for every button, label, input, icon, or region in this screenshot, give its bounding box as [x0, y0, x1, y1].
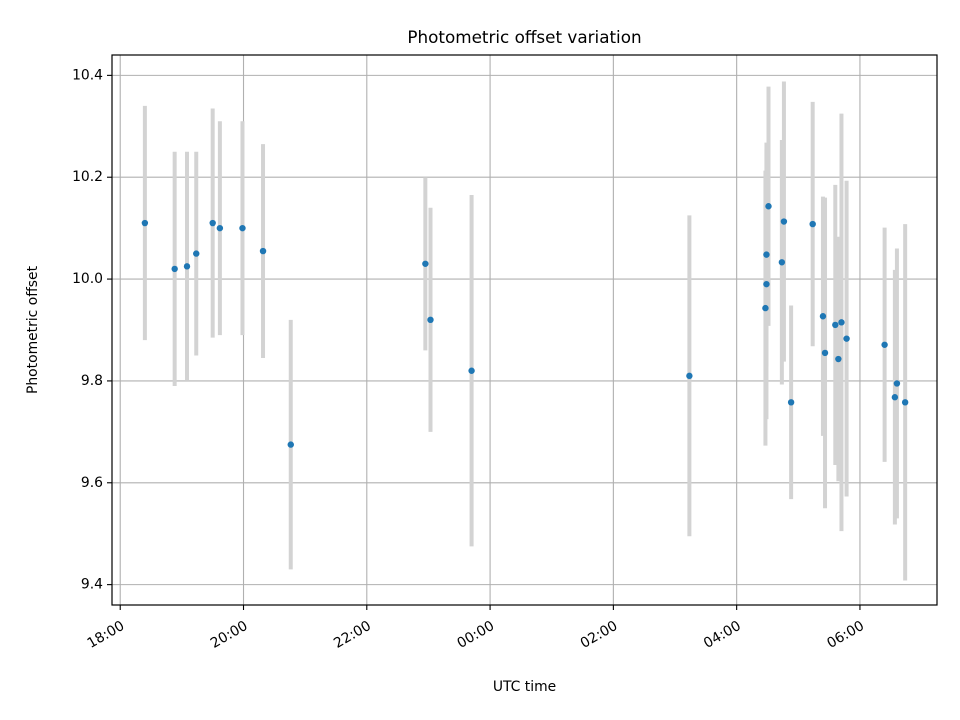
data-point [468, 367, 475, 374]
data-point [881, 341, 888, 348]
data-point [819, 313, 827, 320]
data-point [216, 224, 224, 232]
y-tick-label: 10.4 [72, 67, 103, 83]
grid [112, 55, 937, 605]
data-point [809, 220, 816, 228]
x-axis-label: UTC time [493, 679, 556, 695]
data-point [778, 259, 786, 266]
data-point [843, 335, 850, 342]
data-point [891, 394, 899, 401]
data-points [141, 203, 909, 448]
data-point [686, 372, 693, 380]
plot-area [112, 55, 937, 605]
data-point [832, 321, 839, 329]
chart-title: Photometric offset variation [407, 27, 641, 47]
data-point [763, 251, 770, 258]
data-point [427, 316, 434, 324]
data-point [838, 319, 845, 326]
data-point [259, 247, 267, 255]
data-point [787, 399, 795, 406]
y-axis-label: Photometric offset [25, 265, 41, 394]
data-point [901, 399, 909, 406]
data-point [183, 263, 191, 270]
y-tick-label: 9.8 [81, 373, 103, 389]
data-point [765, 203, 772, 210]
data-point [780, 218, 788, 225]
data-point [239, 224, 246, 232]
data-point [422, 260, 429, 267]
y-tick-label: 10.0 [72, 271, 103, 287]
data-point [893, 380, 901, 387]
plot-frame [111, 54, 938, 606]
y-tick-label: 9.4 [81, 577, 103, 593]
data-point [821, 349, 829, 357]
data-point [171, 265, 178, 273]
data-point [763, 280, 770, 288]
data-point [287, 441, 294, 448]
y-tick-label: 9.6 [81, 475, 103, 491]
data-point [209, 219, 216, 227]
y-axis-ticks: 9.4 9.6 9.8 10.0 10.2 10.4 [72, 67, 112, 593]
data-point [141, 219, 149, 227]
data-point [835, 355, 842, 363]
data-point [762, 304, 769, 312]
y-tick-label: 10.2 [72, 169, 103, 185]
data-point [193, 250, 200, 257]
